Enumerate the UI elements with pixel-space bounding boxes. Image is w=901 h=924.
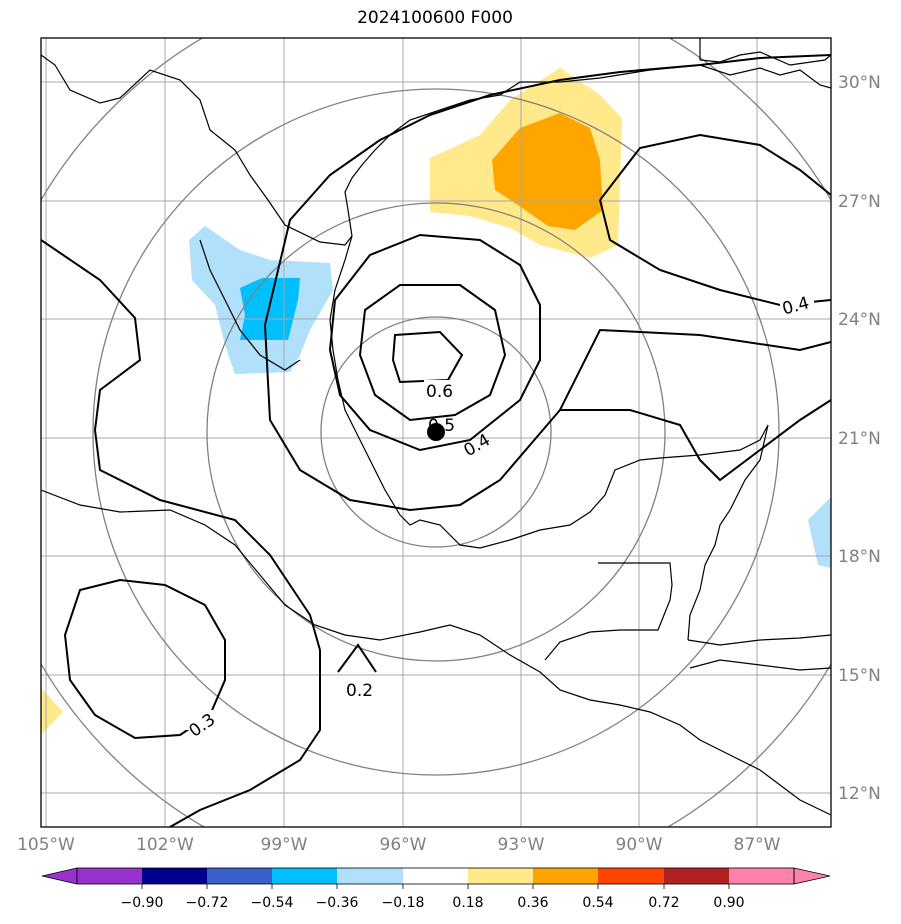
lon-label: 99°W xyxy=(261,835,308,855)
contour-west xyxy=(41,239,321,827)
contour-0.4-east xyxy=(599,133,831,201)
colorbar-segment xyxy=(729,868,794,884)
lon-label: 87°W xyxy=(734,835,781,855)
graticule xyxy=(41,38,831,827)
shaded-field-negative xyxy=(189,226,831,568)
lat-label: 27°N xyxy=(838,192,881,212)
contour-east-gulf xyxy=(560,399,831,482)
colorbar-tick-label: 0.54 xyxy=(582,895,613,911)
lon-axis: 105°W 102°W 99°W 96°W 93°W 90°W 87°W xyxy=(17,835,781,855)
lon-label: 102°W xyxy=(136,835,194,855)
colorbar-tick-label: −0.36 xyxy=(316,895,359,911)
lat-label: 15°N xyxy=(838,666,881,686)
lat-axis: 30°N 27°N 24°N 21°N 18°N 15°N 12°N xyxy=(838,73,881,804)
colorbar-segment xyxy=(272,868,337,884)
nicaragua xyxy=(689,659,831,671)
colorbar-tick-label: −0.90 xyxy=(121,895,164,911)
plot-title: 2024100600 F000 xyxy=(357,8,513,28)
colorbar-segment xyxy=(598,868,664,884)
range-rings xyxy=(41,38,831,827)
colorbar-tick-label: 0.36 xyxy=(517,895,548,911)
colorbar-extend-high xyxy=(793,867,831,885)
contour-label-02: 0.2 xyxy=(346,681,373,701)
colorbar-tick-label: 0.72 xyxy=(648,895,679,911)
plot-frame xyxy=(40,37,832,828)
contour-0.5 xyxy=(358,284,507,422)
lat-label: 24°N xyxy=(838,310,881,330)
colorbar-tick-label: −0.54 xyxy=(251,895,294,911)
colorbar-tick-label: 0.90 xyxy=(713,895,744,911)
cyan-anomaly xyxy=(240,278,300,340)
yucatan xyxy=(687,424,769,641)
colorbar-segment xyxy=(142,868,207,884)
colorbar-segment xyxy=(468,868,533,884)
colorbar-segment xyxy=(664,868,729,884)
colorbar-tick-label: −0.18 xyxy=(382,895,425,911)
contour-label-05: 0.5 xyxy=(428,416,455,436)
lon-label: 90°W xyxy=(616,835,663,855)
lon-label: 96°W xyxy=(380,835,427,855)
contour-0.2 xyxy=(337,643,377,673)
lat-label: 18°N xyxy=(838,547,881,567)
colorbar-tick-label: 0.18 xyxy=(452,895,483,911)
cuba xyxy=(699,38,831,66)
contour-0.4-inner xyxy=(328,233,541,452)
lat-label: 30°N xyxy=(838,73,881,93)
lat-label: 12°N xyxy=(838,784,881,804)
colorbar: −0.90 −0.72 −0.54 −0.36 −0.18 0.18 0.36 … xyxy=(41,867,831,911)
colorbar-segment xyxy=(77,868,142,884)
texas-coast xyxy=(344,64,831,237)
contour-label-06: 0.6 xyxy=(426,382,453,402)
honduras xyxy=(687,634,831,646)
coastlines xyxy=(41,38,831,816)
gulf-west-coast xyxy=(329,235,769,549)
central-america-border xyxy=(544,562,673,661)
contour-0.4-south xyxy=(264,324,831,512)
lightblue-anomaly-east xyxy=(808,497,831,568)
colorbar-segment xyxy=(207,868,272,884)
contour-0.4-outer xyxy=(264,54,831,326)
texas-inner xyxy=(199,239,301,371)
storm-center-marker xyxy=(427,423,445,441)
lon-label: 93°W xyxy=(498,835,545,855)
lat-label: 21°N xyxy=(838,429,881,449)
pacific-coast-mexico xyxy=(41,489,831,816)
colorbar-extend-low xyxy=(41,867,78,885)
colorbar-segment xyxy=(533,868,598,884)
colorbar-segment xyxy=(337,868,403,884)
us-mexico-border xyxy=(41,54,353,246)
lon-label: 105°W xyxy=(17,835,75,855)
colorbar-tick-label: −0.72 xyxy=(186,895,229,911)
colorbar-segment xyxy=(403,868,468,884)
contours xyxy=(41,54,831,827)
